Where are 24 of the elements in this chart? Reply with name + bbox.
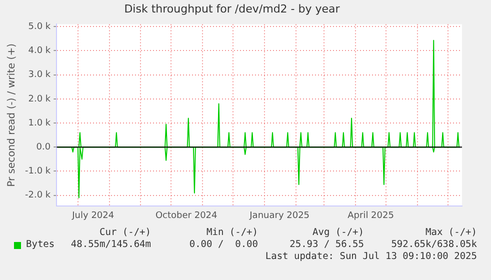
x-tick-label: April 2025 [348,210,394,221]
x-tick-label: July 2024 [71,210,114,221]
x-tick-label: January 2025 [248,210,310,221]
legend-label: Bytes [26,239,55,250]
text: Avg (-/+) [312,227,364,238]
text: 48.55m/145.64m [70,239,151,250]
text: Last update: Sun Jul 13 09:10:00 2025 [265,251,477,262]
text: Max (-/+) [426,227,477,238]
y-tick-label: 0.0 [36,142,51,152]
y-tick-label: -2.0 k [24,190,52,201]
y-axis-title: Pr second read (-) / write (+) [6,43,18,187]
y-tick-label: 3.0 k [28,70,52,80]
y-tick-label: -1.0 k [24,166,52,177]
y-tick-label: 4.0 k [28,46,52,56]
text: 592.65k/638.05k [391,239,477,250]
y-tick-label: 1.0 k [28,118,52,128]
text: 25.93 / 56.55 [290,239,364,250]
y-tick-label: 2.0 k [28,94,52,104]
y-tick-label: 5.0 k [28,22,52,32]
text: Min (-/+) [206,227,258,238]
text: 0.00 / 0.00 [189,239,258,250]
chart-title: Disk throughput for /dev/md2 - by year [124,2,340,16]
text: Cur (-/+) [100,227,151,238]
x-tick-label: October 2024 [155,210,218,221]
